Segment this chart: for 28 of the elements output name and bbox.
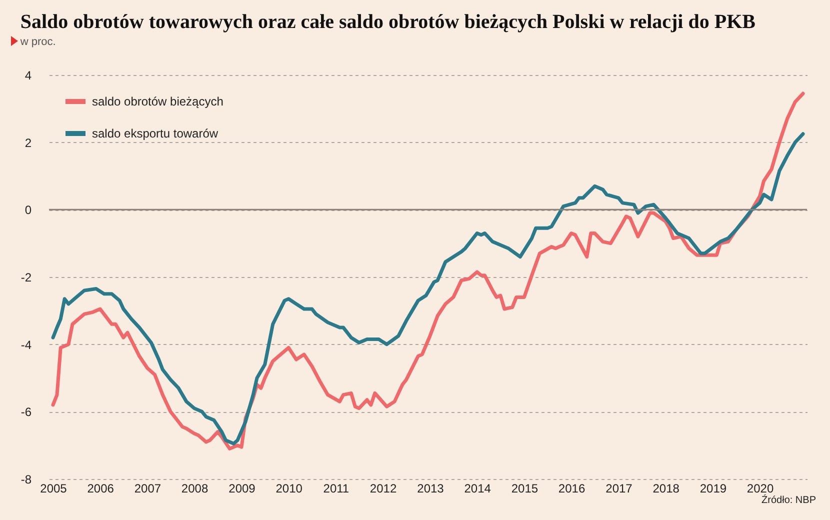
x-tick-label: 2008: [181, 482, 208, 496]
y-tick-label: -6: [20, 405, 32, 420]
x-tick-label: 2014: [464, 482, 492, 496]
x-tick-label: 2015: [511, 482, 538, 496]
y-tick-label: -2: [20, 270, 32, 284]
y-tick-label: 4: [24, 68, 32, 82]
chart-subtitle: w proc.: [19, 36, 56, 48]
y-tick-label: -4: [20, 338, 32, 352]
x-tick-label: 2018: [652, 482, 680, 496]
x-tick-label: 2017: [606, 482, 633, 496]
legend-label: saldo obrotów bieżących: [92, 94, 224, 108]
x-tick-label: 2016: [558, 482, 586, 496]
text: Źródło: NBP: [762, 495, 816, 506]
y-tick-label: 2: [24, 136, 32, 150]
x-tick-label: 2009: [228, 482, 256, 496]
x-tick-label: 2020: [746, 482, 774, 496]
x-tick-label: 2012: [370, 482, 397, 496]
x-tick-label: 2019: [700, 482, 727, 496]
x-tick-label: 2011: [323, 482, 350, 496]
x-tick-label: 2007: [134, 482, 162, 496]
x-tick-label: 2006: [87, 482, 114, 496]
legend-label: saldo eksportu towarów: [92, 126, 218, 140]
y-tick-label: -8: [20, 472, 32, 486]
x-tick-label: 2010: [276, 482, 303, 496]
x-tick-label: 2013: [417, 482, 444, 496]
y-tick-label: 0: [24, 203, 32, 218]
x-tick-label: 2005: [40, 482, 68, 496]
chart-title: Saldo obrotów towarowych oraz całe saldo obrotów bieżących Polski w relacji do PKB: [20, 11, 756, 33]
